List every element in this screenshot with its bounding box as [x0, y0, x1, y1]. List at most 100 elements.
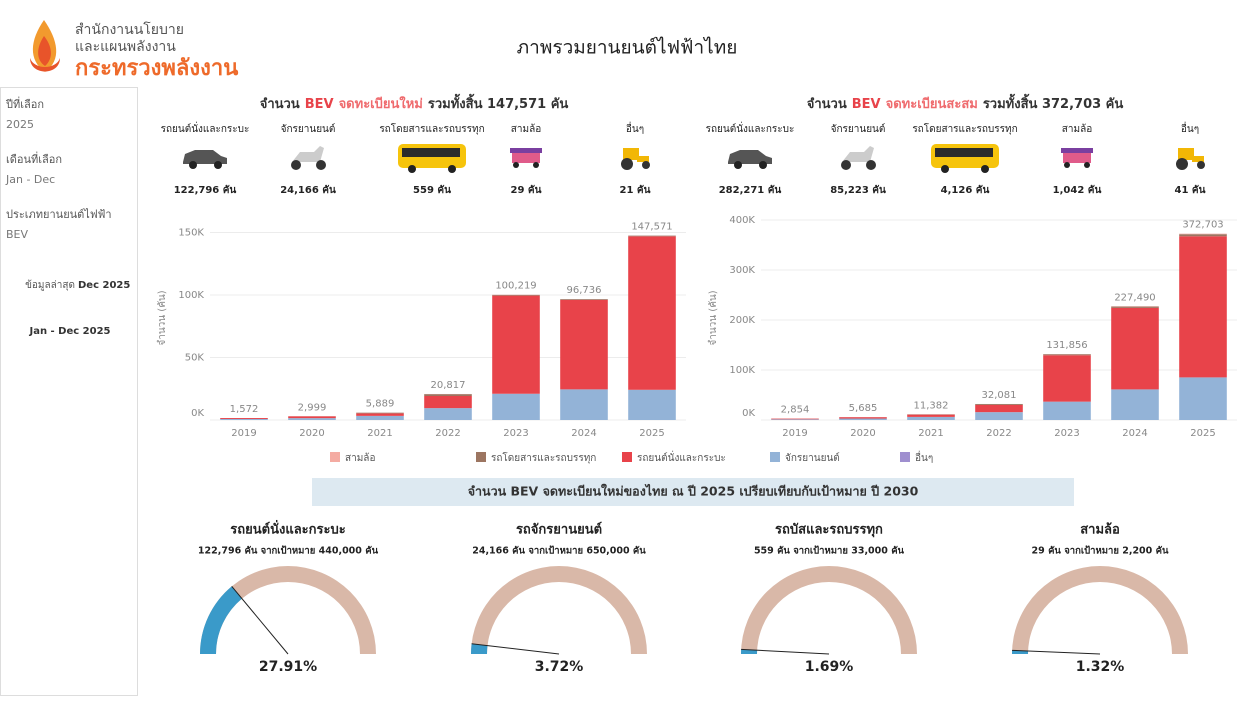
title-part: BEV: [852, 97, 881, 112]
y-axis-label: จำนวน (คัน): [708, 290, 719, 345]
x-tick-label: 2025: [1190, 428, 1215, 439]
vehicle-icon: [291, 146, 326, 170]
icon-part: [734, 161, 742, 169]
vehicle-icon: [841, 146, 876, 170]
summary-name: สามล้อ: [511, 123, 541, 135]
bar-segment: [492, 393, 540, 420]
summary-value: 21 คัน: [620, 184, 651, 196]
icon-part: [621, 158, 633, 170]
bar-segment: [220, 419, 268, 420]
total-label: 96,736: [567, 285, 602, 296]
filter-label: เดือนที่เลือก: [6, 151, 62, 166]
bar-segment: [771, 418, 819, 420]
chart-title: จำนวน BEV จดทะเบียนใหม่ รวมทั้งสิ้น 147,571…: [260, 93, 569, 112]
bar-segment: [492, 295, 540, 394]
x-tick-label: 2020: [299, 428, 324, 439]
title-part: BEV: [305, 97, 334, 112]
bar-segment: [424, 394, 472, 396]
total-label: 2,854: [781, 405, 810, 416]
icon-part: [941, 165, 949, 173]
icon-part: [510, 148, 542, 153]
summary-value: 1,042 คัน: [1053, 184, 1102, 196]
bar-segment: [356, 415, 404, 420]
y-tick-label: 50K: [185, 353, 205, 364]
bar-segment: [560, 299, 608, 300]
bar-segment: [492, 294, 540, 296]
logo: [30, 20, 60, 72]
icon-part: [981, 165, 989, 173]
y-tick-label: 100K: [178, 290, 204, 301]
bar-segment: [560, 389, 608, 420]
bar-segment: [1179, 234, 1227, 237]
summary-name: รถยนต์นั่งและกระบะ: [161, 121, 250, 135]
sidebar: [0, 87, 138, 696]
page-title: ภาพรวมยานยนต์ไฟฟ้าไทย: [517, 37, 738, 59]
icon-part: [533, 162, 539, 168]
bar-segment: [1179, 236, 1227, 378]
bar-segment: [1043, 401, 1091, 420]
icon-part: [623, 148, 639, 160]
summary-name: รถยนต์นั่งและกระบะ: [706, 121, 795, 135]
vehicle-icon: [621, 148, 650, 170]
gauge-track: [471, 566, 647, 654]
legend-swatch: [900, 452, 910, 462]
gauge-track: [741, 566, 917, 654]
summary-name: อื่นๆ: [626, 121, 644, 135]
gauge-subtitle: 29 คัน จากเป้าหมาย 2,200 คัน: [1032, 545, 1169, 557]
bar-segment: [1111, 307, 1159, 390]
bar-segment: [1043, 354, 1091, 356]
vehicle-icon: [931, 144, 999, 173]
gauge-subtitle: 559 คัน จากเป้าหมาย 33,000 คัน: [754, 545, 905, 557]
total-label: 227,490: [1114, 292, 1155, 303]
bar-segment: [1111, 306, 1159, 308]
icon-part: [408, 165, 416, 173]
icon-part: [841, 160, 851, 170]
vehicle-icon: [510, 148, 542, 168]
x-tick-label: 2024: [1122, 428, 1147, 439]
vehicle-icon: [728, 150, 772, 169]
summary-value: 29 คัน: [511, 184, 542, 196]
summary-value: 122,796 คัน: [174, 184, 237, 196]
gauge-needle: [471, 643, 560, 655]
bar-segment: [839, 418, 887, 420]
legend-swatch: [330, 452, 340, 462]
legend-label: รถโดยสารและรถบรรทุก: [491, 451, 596, 464]
bar-segment: [1043, 355, 1091, 402]
icon-part: [866, 160, 876, 170]
org-line: สำนักงานนโยบาย: [75, 21, 184, 38]
gauge-needle: [1012, 649, 1101, 655]
summary-name: รถโดยสารและรถบรรทุก: [912, 122, 1017, 135]
x-tick-label: 2022: [986, 428, 1011, 439]
legend-label: อื่นๆ: [915, 450, 933, 464]
gauge-needle: [231, 586, 289, 655]
icon-part: [842, 146, 874, 162]
y-axis-label: จำนวน (คัน): [157, 290, 168, 345]
summary-name: จักรยานยนต์: [281, 123, 336, 135]
summary-value: 282,271 คัน: [719, 184, 782, 196]
legend-swatch: [770, 452, 780, 462]
bar-segment: [975, 405, 1023, 413]
icon-part: [448, 165, 456, 173]
gauge-value: [741, 649, 758, 654]
bar-segment: [771, 419, 819, 420]
y-tick-label: 0K: [742, 408, 755, 419]
bar-segment: [975, 412, 1023, 420]
title-part: จำนวน: [260, 96, 300, 112]
bar-segment: [1179, 377, 1227, 420]
bar-segment: [560, 300, 608, 390]
summary-value: 41 คัน: [1175, 184, 1206, 196]
title-part: จดทะเบียนใหม่: [339, 95, 423, 112]
total-label: 100,219: [495, 281, 536, 292]
latest-value: Dec 2025: [78, 280, 130, 291]
org-line: และแผนพลังงาน: [75, 39, 176, 55]
y-tick-label: 150K: [178, 228, 204, 239]
bar-segment: [288, 418, 336, 420]
gauge-percent: 1.69%: [805, 659, 854, 675]
icon-part: [1192, 156, 1204, 162]
gauge-title: รถยนต์นั่งและกระบะ: [230, 520, 345, 538]
icon-part: [189, 161, 197, 169]
chart-title: จำนวน BEV จดทะเบียนสะสม รวมทั้งสิ้น 372,703…: [807, 93, 1124, 112]
bar-segment: [907, 414, 955, 417]
total-label: 5,685: [849, 403, 878, 414]
